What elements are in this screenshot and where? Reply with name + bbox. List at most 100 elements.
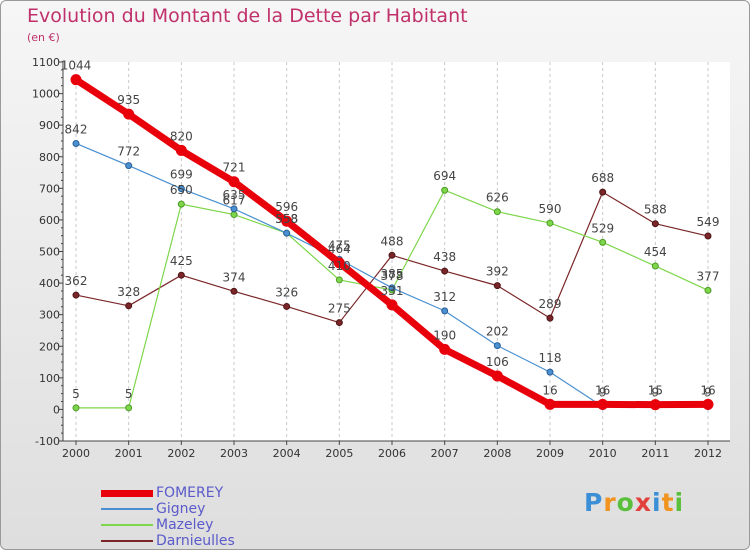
data-label-darnieulles: 549 <box>697 215 720 229</box>
data-label-darnieulles: 326 <box>275 285 298 299</box>
data-label-mazeley: 5 <box>72 387 80 401</box>
data-point-gigney <box>441 307 449 315</box>
data-label-darnieulles: 275 <box>328 302 351 316</box>
data-point-mazeley <box>335 276 343 284</box>
data-label-gigney: 385 <box>381 267 404 281</box>
data-point-fomerey <box>123 108 135 120</box>
y-tick-label: 800 <box>39 151 60 164</box>
data-point-fomerey <box>491 370 503 382</box>
data-label-mazeley: 590 <box>539 202 562 216</box>
legend-swatch <box>101 524 153 526</box>
data-label-gigney: 635 <box>223 188 246 202</box>
data-label-gigney: 312 <box>433 290 456 304</box>
data-point-mazeley <box>177 200 185 208</box>
data-label-mazeley: 377 <box>697 269 720 283</box>
data-point-darnieulles <box>599 188 607 196</box>
data-label-fomerey: 1044 <box>61 59 92 73</box>
data-label-darnieulles: 488 <box>381 234 404 248</box>
data-point-fomerey <box>439 343 451 355</box>
data-label-fomerey: 190 <box>433 328 456 342</box>
x-tick-label: 2012 <box>694 447 722 460</box>
x-tick-label: 2006 <box>378 447 406 460</box>
x-tick-label: 2001 <box>115 447 143 460</box>
data-label-fomerey: 721 <box>223 161 246 175</box>
plot-area <box>63 62 730 441</box>
data-point-gigney <box>230 205 238 213</box>
data-label-mazeley: 558 <box>275 212 298 226</box>
data-point-darnieulles <box>388 251 396 259</box>
logo-letter: x <box>634 488 652 517</box>
data-label-fomerey: 16 <box>542 383 557 397</box>
data-label-gigney: 9 <box>599 386 607 400</box>
data-label-gigney: 772 <box>117 145 140 159</box>
data-label-gigney: 202 <box>486 325 509 339</box>
data-point-darnieulles <box>125 302 133 310</box>
x-tick-label: 2007 <box>431 447 459 460</box>
data-point-fomerey <box>281 215 293 227</box>
legend-swatch <box>101 540 153 542</box>
data-point-darnieulles <box>177 271 185 279</box>
y-tick-label: 400 <box>39 277 60 290</box>
data-label-darnieulles: 374 <box>223 270 246 284</box>
proxiti-logo: Proxiti <box>584 488 684 517</box>
data-label-mazeley: 454 <box>644 245 667 259</box>
x-tick-label: 2005 <box>325 447 353 460</box>
data-point-fomerey <box>333 257 345 269</box>
logo-letter: i <box>652 488 662 517</box>
logo-letter: o <box>616 488 635 517</box>
data-point-fomerey <box>70 74 82 86</box>
data-label-fomerey: 331 <box>381 284 404 298</box>
data-label-gigney: 475 <box>328 238 351 252</box>
data-point-fomerey <box>649 399 661 411</box>
data-label-mazeley: 626 <box>486 191 509 205</box>
data-label-fomerey: 935 <box>117 93 140 107</box>
data-label-mazeley: 694 <box>433 169 456 183</box>
legend-label: Mazeley <box>156 517 214 533</box>
y-tick-label: 300 <box>39 309 60 322</box>
data-label-gigney: 558 <box>275 212 298 226</box>
legend-label: Darnieulles <box>156 533 235 549</box>
data-point-darnieulles <box>651 220 659 228</box>
data-label-mazeley: 650 <box>170 183 193 197</box>
x-tick-label: 2011 <box>641 447 669 460</box>
data-label-mazeley: 617 <box>223 194 246 208</box>
data-point-fomerey <box>386 299 398 311</box>
legend-label: Gigney <box>156 501 206 517</box>
data-point-fomerey <box>597 398 609 410</box>
data-label-darnieulles: 688 <box>591 171 614 185</box>
data-label-fomerey: 464 <box>328 242 351 256</box>
data-point-gigney <box>283 229 291 237</box>
logo-letter: i <box>674 488 685 517</box>
data-label-darnieulles: 438 <box>433 250 456 264</box>
data-label-darnieulles: 588 <box>644 203 667 217</box>
data-label-darnieulles: 328 <box>117 285 140 299</box>
data-label-darnieulles: 289 <box>539 297 562 311</box>
x-tick-label: 2010 <box>589 447 617 460</box>
data-label-fomerey: 16 <box>595 383 610 397</box>
y-tick-label: 700 <box>39 182 60 195</box>
data-point-mazeley <box>125 404 133 412</box>
data-label-mazeley: 529 <box>591 221 614 235</box>
y-tick-label: 500 <box>39 246 60 259</box>
data-label-fomerey: 820 <box>170 129 193 143</box>
y-tick-label: 100 <box>39 372 60 385</box>
x-tick-label: 2003 <box>220 447 248 460</box>
data-label-darnieulles: 362 <box>65 274 88 288</box>
logo-letter: t <box>661 488 675 517</box>
legend-swatch <box>101 489 153 497</box>
x-tick-label: 2000 <box>62 447 90 460</box>
logo-letter: r <box>603 488 617 517</box>
data-point-gigney <box>546 368 554 376</box>
data-point-mazeley <box>599 238 607 246</box>
legend-label: FOMEREY <box>156 485 224 501</box>
data-label-fomerey: 15 <box>648 384 663 398</box>
data-point-darnieulles <box>335 319 343 327</box>
data-label-fomerey: 16 <box>700 383 715 397</box>
data-label-gigney: 9 <box>652 386 660 400</box>
legend-swatch <box>101 508 153 510</box>
y-tick-label: 0 <box>53 403 60 416</box>
data-point-gigney <box>388 284 396 292</box>
data-point-darnieulles <box>546 314 554 322</box>
